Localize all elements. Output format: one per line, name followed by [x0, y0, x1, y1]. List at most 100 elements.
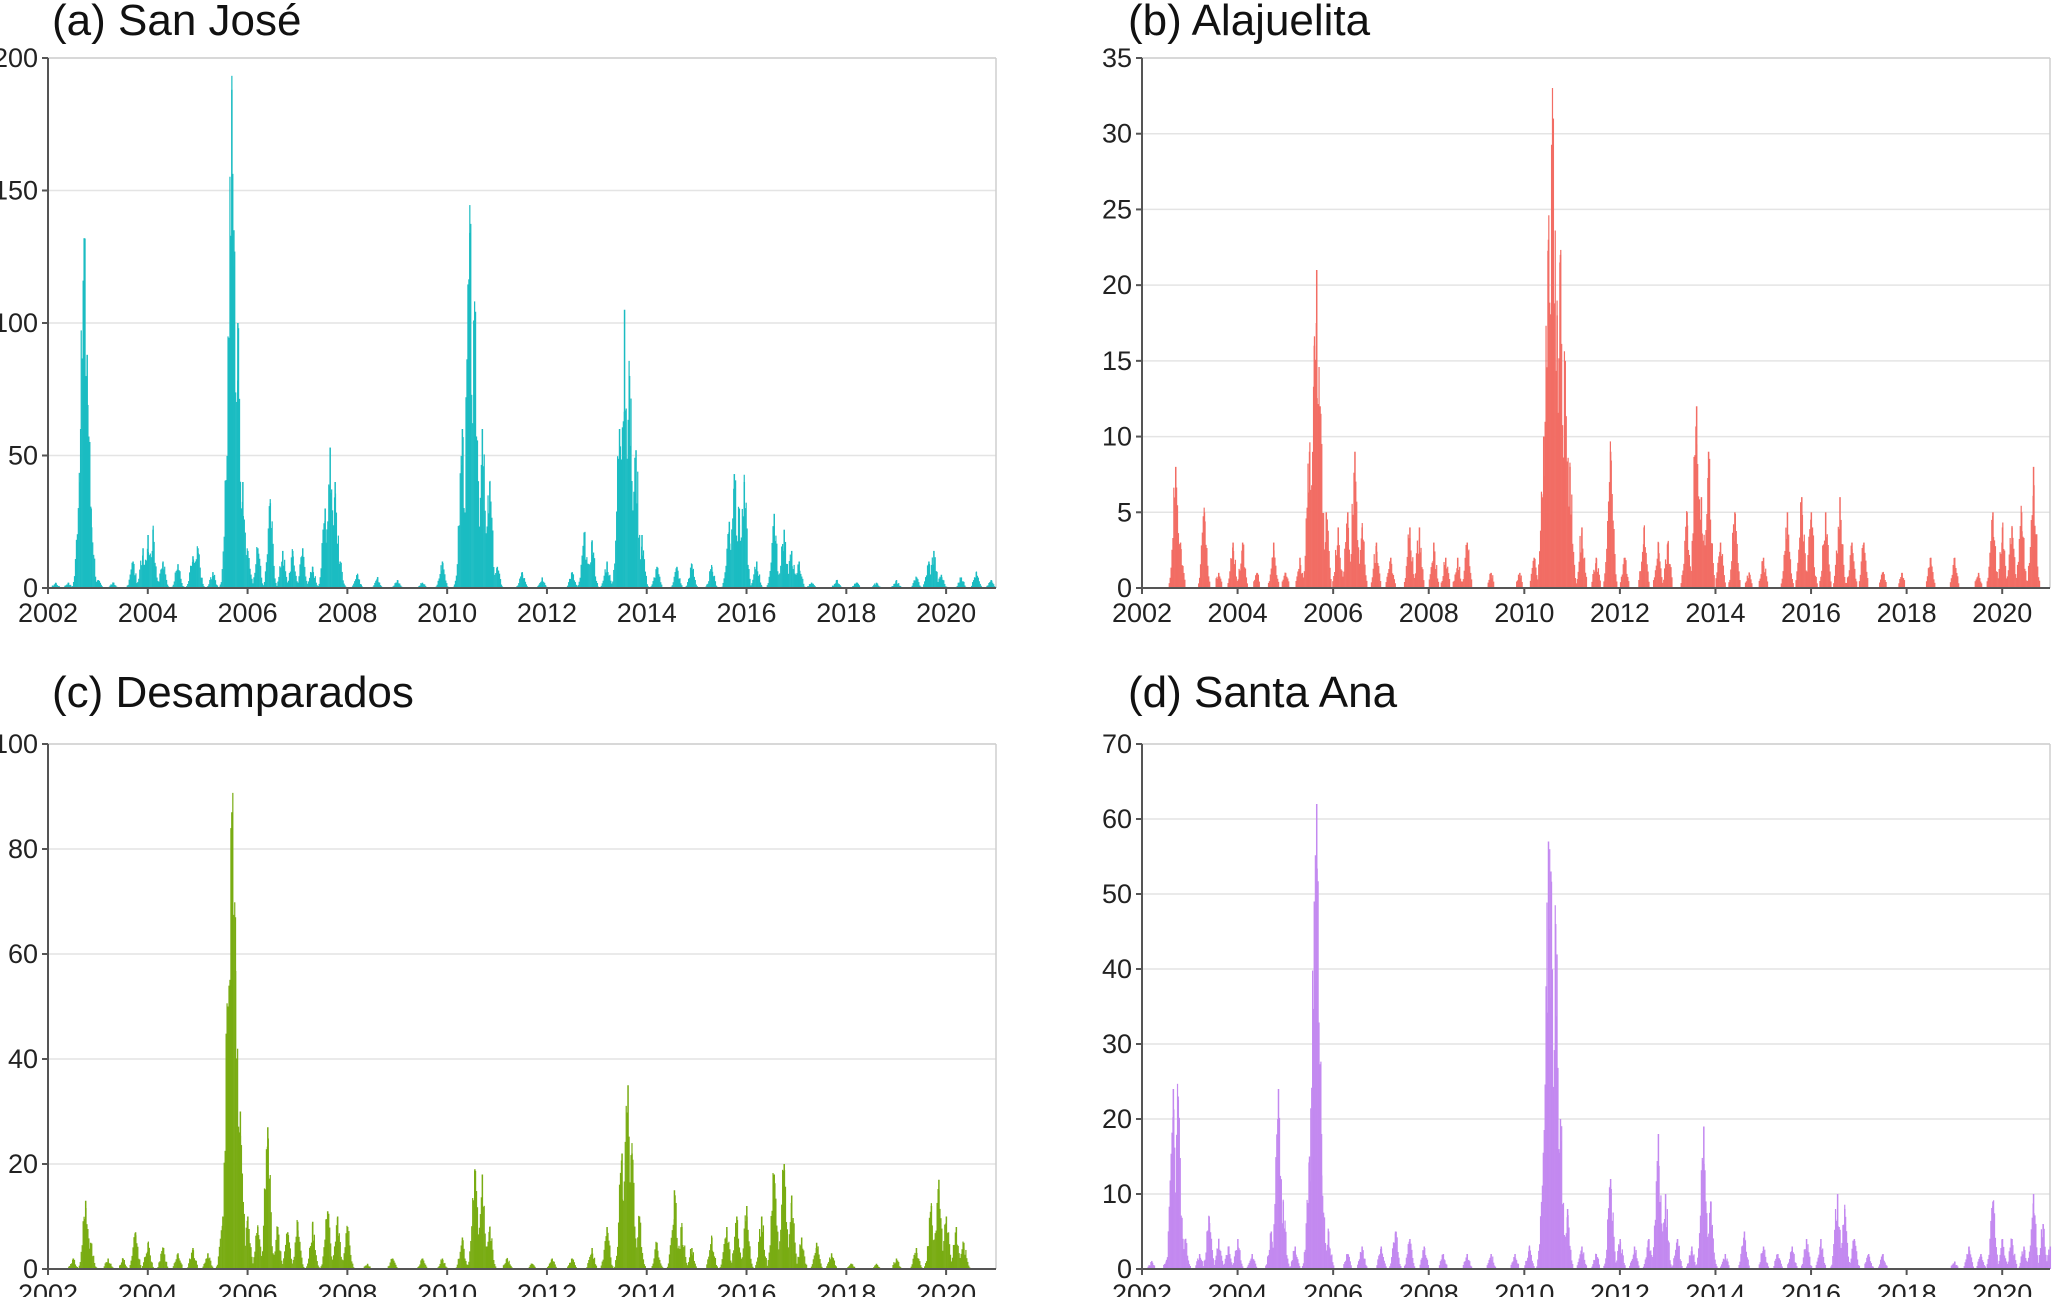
- bar: [738, 1247, 741, 1269]
- bar: [1751, 583, 1753, 588]
- bar: [1208, 576, 1210, 588]
- bar: [744, 1215, 746, 1269]
- bar: [86, 1224, 88, 1269]
- bar: [1989, 552, 1991, 588]
- bar: [1171, 1132, 1173, 1269]
- bar: [1674, 1255, 1676, 1269]
- bar: [165, 574, 167, 588]
- bar: [1933, 579, 1935, 588]
- bar: [731, 1262, 733, 1269]
- bar: [797, 1256, 799, 1269]
- bar: [1297, 571, 1299, 588]
- bar: [354, 581, 356, 588]
- bar: [604, 569, 606, 588]
- bar: [445, 580, 447, 588]
- y-tick-label: 20: [1102, 1104, 1132, 1134]
- bar: [1359, 549, 1362, 588]
- bar: [1243, 544, 1245, 588]
- bar: [502, 1265, 505, 1269]
- bar: [567, 1266, 569, 1269]
- bar: [174, 1261, 176, 1269]
- bar: [468, 1261, 470, 1269]
- bar: [753, 574, 755, 588]
- bar: [81, 1245, 83, 1269]
- x-tick-label: 2006: [218, 1279, 278, 1297]
- bar: [989, 581, 991, 588]
- bar: [1672, 1265, 1674, 1269]
- bar: [2032, 1194, 2035, 1269]
- bar: [980, 585, 982, 588]
- bar: [785, 563, 788, 588]
- bar: [1651, 1254, 1653, 1269]
- bar: [100, 584, 102, 588]
- bar: [1811, 527, 1814, 588]
- bar: [335, 512, 338, 588]
- bar: [1339, 557, 1341, 588]
- bar: [1269, 574, 1271, 588]
- bar: [1561, 1126, 1563, 1269]
- bar: [301, 548, 304, 588]
- bar: [2021, 1251, 2023, 1269]
- bar: [2027, 565, 2030, 588]
- bar: [1299, 1266, 1301, 1269]
- bar: [460, 455, 462, 588]
- bar: [69, 1265, 71, 1269]
- bar: [1671, 577, 1673, 588]
- bar: [494, 1264, 496, 1269]
- bar: [1981, 583, 1983, 588]
- bar: [2037, 566, 2039, 588]
- bar: [1685, 526, 1687, 588]
- bar: [572, 574, 575, 588]
- bar: [1389, 561, 1391, 588]
- bar: [325, 1219, 327, 1269]
- y-tick-label: 40: [1102, 954, 1132, 984]
- bar: [352, 585, 354, 588]
- bar: [603, 1249, 605, 1269]
- bar: [479, 497, 481, 588]
- bar: [777, 1231, 779, 1269]
- bar-series: [1168, 88, 2041, 589]
- bar: [324, 508, 326, 588]
- bar: [611, 1264, 613, 1269]
- bar: [1249, 1260, 1251, 1269]
- bar: [1166, 1257, 1169, 1269]
- bar: [1340, 569, 1342, 588]
- bar: [1955, 1265, 1957, 1269]
- panel-c-desamparados: (c) Desamparados 0 20 40 60 80 100 2002 2004 200…: [0, 648, 1030, 1297]
- bar: [1572, 1263, 1574, 1269]
- bar: [1834, 1209, 1837, 1269]
- bar: [1312, 970, 1314, 1269]
- bar: [875, 582, 878, 588]
- bar: [937, 581, 939, 588]
- bar: [1329, 567, 1331, 588]
- bar: [658, 1257, 660, 1269]
- bar: [240, 1145, 243, 1269]
- bar: [2040, 1229, 2043, 1269]
- bar: [1327, 1231, 1330, 1269]
- bar: [1343, 571, 1345, 588]
- bar: [174, 572, 176, 588]
- bar: [1344, 548, 1346, 588]
- bar: [1695, 1265, 1697, 1269]
- bar: [1390, 557, 1392, 588]
- bar: [833, 584, 836, 588]
- bar: [1326, 519, 1328, 588]
- bar: [1421, 567, 1423, 588]
- bar: [311, 566, 314, 588]
- bar: [710, 569, 712, 588]
- bar: [1278, 581, 1280, 588]
- bar: [918, 582, 920, 588]
- bar: [1531, 567, 1533, 588]
- bar: [1710, 1201, 1712, 1269]
- bar: [166, 1266, 169, 1269]
- bar: [315, 1255, 317, 1269]
- bar: [322, 1256, 324, 1269]
- bar: [749, 578, 751, 588]
- bar: [1412, 557, 1414, 588]
- bar: [1385, 1266, 1387, 1269]
- bar: [2041, 1237, 2043, 1269]
- bar: [177, 564, 179, 588]
- bar: [948, 1244, 951, 1269]
- bar: [1854, 568, 1856, 588]
- bar: [1981, 1260, 1984, 1269]
